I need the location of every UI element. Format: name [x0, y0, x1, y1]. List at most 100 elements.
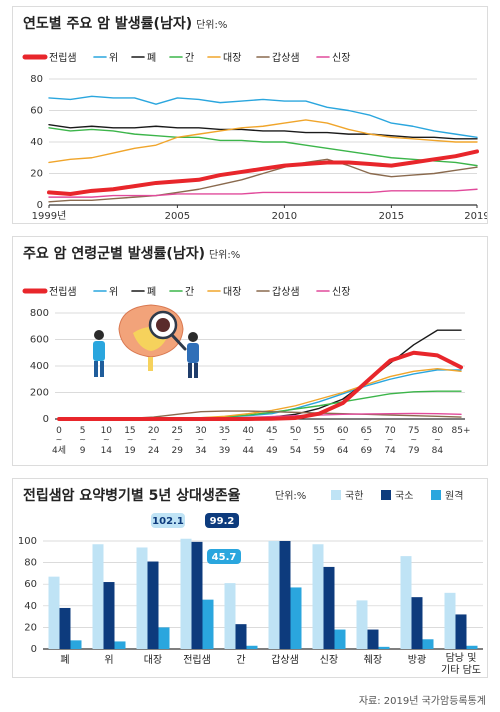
callout-label-1: 99.2 [210, 516, 235, 527]
bar-regional [367, 629, 379, 649]
x-tick-label: 위 [104, 653, 113, 666]
x-tick-label: 간 [236, 654, 245, 666]
x-tick-label-line2: 기타 담도 [441, 664, 481, 676]
chart3-unit: 단위:% [275, 489, 306, 502]
bar-distant [378, 646, 390, 649]
x-tick-label: 췌장 [364, 654, 382, 666]
legend-label-kidney: 신장 [332, 52, 350, 64]
callout-box-2 [207, 549, 241, 564]
x-tick-label: 방광 [408, 654, 426, 666]
x-tick-tilde: ~ [79, 435, 86, 444]
bar-regional [235, 624, 247, 649]
survival-panel: 전립샘암 요약병기별 5년 상대생존율 단위:% 국한 국소 원격 0 20 40 60 80 1… [12, 478, 488, 678]
x-tick-tilde: ~ [292, 435, 299, 444]
bar-distant [114, 641, 126, 649]
x-tick-label-bottom: 24 [148, 446, 160, 456]
x-tick-label-top: 75 [408, 426, 419, 436]
callout-box-0 [151, 513, 185, 528]
legend-swatch-distant [431, 490, 441, 500]
bar-distant [422, 639, 434, 649]
y-tick-label: 200 [30, 388, 49, 399]
bar-distant [290, 587, 302, 649]
bar-regional [455, 614, 467, 649]
x-tick-label-bottom: 69 [361, 446, 373, 456]
series-line-prostate [57, 350, 463, 421]
x-tick-label-top: 65 [361, 426, 372, 436]
doctor-right-head-icon [188, 332, 198, 342]
x-tick-label: 2010 [272, 211, 297, 222]
x-tick-label-top: 10 [101, 426, 113, 436]
source-note: 자료: 2019년 국가암등록통계 [358, 696, 486, 707]
y-tick-label: 800 [30, 308, 49, 319]
yearly-incidence-panel: 연도별 주요 암 발생률(남자) 단위:% 전립샘 위 폐 간 대장 갑상샘 신장 0 20 40 6… [12, 6, 488, 224]
bar-domestic [136, 547, 148, 649]
x-tick-label: 전립샘 [183, 653, 211, 666]
doctor-right-body-icon [187, 343, 199, 363]
legend-label-lung: 폐 [147, 52, 156, 64]
doctor-left-head-icon [94, 330, 104, 340]
legend-swatch-regional [381, 490, 391, 500]
x-tick-label-top: 45 [266, 426, 277, 436]
x-tick-label-bottom: 79 [408, 446, 420, 456]
x-tick-label: 1999년 [32, 210, 67, 222]
bar-regional [411, 597, 423, 649]
x-tick-label-top: 0 [56, 426, 62, 436]
x-tick-label-bottom: 39 [219, 446, 231, 456]
x-tick-tilde: ~ [221, 435, 228, 444]
y-tick-label: 20 [24, 622, 37, 633]
bar-domestic [48, 576, 60, 649]
x-tick-label-bottom: 84 [432, 446, 444, 456]
x-tick-label-top: 50 [290, 426, 302, 436]
x-tick-tilde: ~ [410, 435, 417, 444]
x-tick-label-top: 20 [148, 426, 160, 436]
x-tick-label-bottom: 44 [242, 446, 254, 456]
legend-label-liver: 간 [185, 286, 194, 298]
legend-label-thyroid: 갑상샘 [272, 52, 300, 64]
y-tick-label: 400 [30, 361, 49, 372]
legend-label-prostate: 전립샘 [49, 285, 77, 298]
x-tick-tilde: ~ [268, 435, 275, 444]
x-tick-label-top: 40 [242, 426, 254, 436]
legend-label-colorectal: 대장 [223, 286, 241, 298]
x-tick-tilde: ~ [387, 435, 394, 444]
bar-distant [334, 629, 346, 649]
x-tick-label-bottom: 54 [290, 446, 302, 456]
bar-domestic [400, 556, 412, 649]
callout-label-0: 102.1 [152, 516, 184, 527]
y-tick-label: 80 [24, 558, 37, 569]
legend-label-lung: 폐 [147, 286, 156, 298]
x-tick-tilde: ~ [103, 435, 110, 444]
x-tick-label-top: 15 [124, 426, 135, 436]
x-tick-tilde: ~ [56, 435, 63, 444]
series-line-liver [48, 127, 478, 167]
prostate-illustration [93, 304, 199, 378]
x-tick-label-bottom: 29 [172, 446, 184, 456]
x-tick-label-top: 85+ [452, 426, 471, 436]
x-tick-label: 담낭 및 [446, 652, 477, 664]
bar-domestic [268, 541, 280, 649]
x-tick-tilde: ~ [434, 435, 441, 444]
y-tick-label: 0 [43, 414, 49, 425]
series-line-thyroid [48, 158, 478, 203]
bar-regional [59, 607, 71, 649]
urethra-icon [148, 357, 153, 371]
x-tick-label: 신장 [320, 654, 338, 666]
y-tick-label: 40 [24, 601, 37, 612]
legend-label-stomach: 위 [109, 285, 118, 298]
x-tick-tilde: ~ [174, 435, 181, 444]
x-tick-tilde: ~ [316, 435, 323, 444]
x-tick-tilde: ~ [245, 435, 252, 444]
x-tick-label-bottom: 74 [384, 446, 396, 456]
chart2-title: 주요 암 연령군별 발생률(남자) 단위:% [23, 246, 241, 262]
series-line-colorectal [48, 119, 478, 164]
callout-label-2: 45.7 [212, 552, 237, 563]
y-tick-label: 600 [30, 335, 49, 346]
doctor-right-leg-icon [194, 363, 198, 378]
chart1-title: 연도별 주요 암 발생률(남자) 단위:% [23, 16, 228, 32]
x-tick-tilde: ~ [198, 435, 205, 444]
x-tick-label-top: 30 [195, 426, 207, 436]
x-tick-label: 대장 [144, 654, 162, 666]
legend-label-prostate: 전립샘 [49, 51, 77, 64]
callout-box-1 [205, 513, 239, 528]
